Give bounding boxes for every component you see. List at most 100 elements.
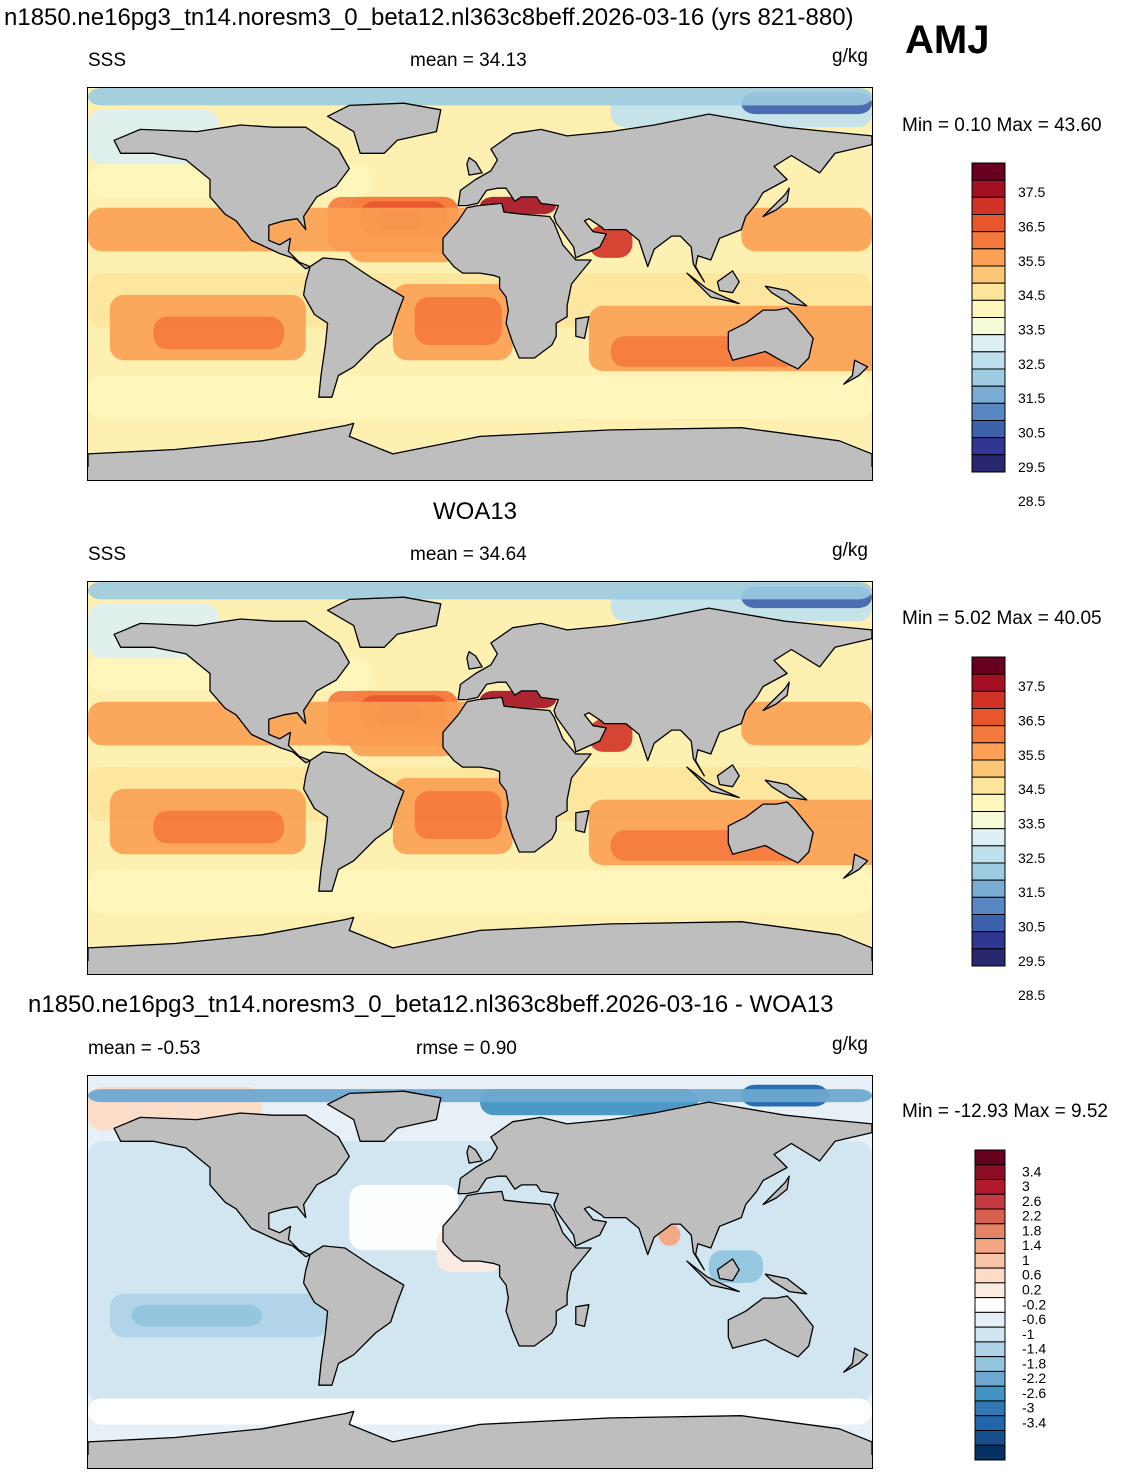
colorbar-tick-label: 33.5 — [1018, 322, 1045, 338]
panel1-variable: SSS — [88, 50, 127, 71]
landmass-north-america — [113, 124, 350, 270]
landmask-south — [88, 1454, 872, 1468]
colorbar-swatch — [971, 793, 1006, 812]
colorbar-swatch — [971, 420, 1006, 439]
colorbar-swatch — [971, 454, 1006, 473]
season-label: AMJ — [905, 18, 990, 62]
landmass-new-guinea — [764, 779, 808, 801]
colorbar-swatch — [971, 282, 1006, 301]
colorbar-swatch — [971, 879, 1006, 898]
colorbar-swatch — [971, 776, 1006, 795]
salinity-region — [88, 582, 872, 600]
colorbar-tick-label: 29.5 — [1018, 953, 1045, 969]
landmass-north-america — [113, 618, 350, 764]
landmass-south-america — [302, 1245, 405, 1386]
colorbar-swatch — [974, 1179, 1006, 1195]
landmass-indonesia — [686, 272, 740, 305]
colorbar-tick-label: 35.5 — [1018, 253, 1045, 269]
salinity-region — [88, 701, 480, 746]
colorbar-tick-label: 1.4 — [1022, 1237, 1042, 1253]
colorbar-swatch — [971, 196, 1006, 215]
colorbar-swatch — [971, 759, 1006, 778]
colorbar-tick-label: 32.5 — [1018, 850, 1045, 866]
landmass-borneo — [716, 270, 740, 294]
colorbar-tick-label: 35.5 — [1018, 747, 1045, 763]
salinity-region — [414, 297, 502, 345]
colorbar-swatch — [971, 214, 1006, 233]
colorbar-tick-label: 37.5 — [1018, 678, 1045, 694]
salinity-anomaly-region — [88, 1089, 872, 1103]
colorbar-swatch — [974, 1400, 1006, 1417]
colorbar-tick-label: 36.5 — [1018, 219, 1045, 235]
colorbar-swatch — [974, 1370, 1006, 1387]
colorbar-swatch — [971, 742, 1006, 761]
landmask-south — [88, 960, 872, 974]
landmass-eurasia — [457, 1101, 872, 1271]
colorbar-tick-label: 33.5 — [1018, 816, 1045, 832]
colorbar-swatch — [971, 896, 1006, 915]
panel2-minmax: Min = 5.02 Max = 40.05 — [902, 608, 1102, 629]
panel2-map — [87, 581, 873, 975]
colorbar-tick-label: -2.2 — [1022, 1370, 1046, 1386]
landmass-australia — [727, 801, 814, 864]
landmass-africa — [442, 1190, 592, 1347]
colorbar-swatch — [971, 931, 1006, 950]
colorbar-tick-label: 3.4 — [1022, 1163, 1042, 1179]
colorbar-tick-label: 1 — [1022, 1252, 1030, 1268]
panel3-header: n1850.ne16pg3_tn14.noresm3_0_beta12.nl36… — [28, 991, 834, 1018]
colorbar-tick-label: 1.8 — [1022, 1222, 1042, 1238]
colorbar-swatch — [971, 179, 1006, 198]
colorbar-swatch — [971, 248, 1006, 267]
map-canvas — [88, 1084, 872, 1468]
colorbar-svg: 3.432.62.21.81.410.60.2-0.2-0.6-1-1.4-1.… — [974, 1149, 1046, 1461]
colorbar-tick-label: -3.4 — [1022, 1414, 1046, 1430]
panel3-units: g/kg — [832, 1034, 868, 1055]
colorbar-tick-label: 30.5 — [1018, 425, 1045, 441]
landmass-north-america — [113, 1112, 350, 1258]
landmass-south-america — [302, 751, 405, 892]
colorbar-swatch — [971, 725, 1006, 744]
landmass-antarctica — [88, 1410, 872, 1468]
colorbar-swatch — [971, 828, 1006, 847]
colorbar-swatch — [974, 1238, 1006, 1254]
colorbar-swatch — [974, 1297, 1006, 1313]
landmass-africa — [442, 696, 592, 853]
colorbar-swatch — [974, 1341, 1006, 1358]
colorbar-swatch — [971, 708, 1006, 727]
landmass-borneo — [716, 1258, 740, 1282]
salinity-region — [88, 88, 872, 106]
panel2-header: WOA13 — [433, 498, 518, 525]
landmass-south-america — [302, 257, 405, 398]
landmass-japan — [762, 1175, 790, 1206]
landmass-new-guinea — [764, 285, 808, 307]
colorbar-tick-label: 36.5 — [1018, 713, 1045, 729]
colorbar-swatch — [971, 948, 1006, 967]
colorbar-swatch — [974, 1385, 1006, 1402]
landmass-australia — [727, 1295, 814, 1358]
salinity-anomaly-region — [349, 1184, 459, 1251]
colorbar-svg: 37.5 36.5 35.5 34.5 33.5 32.5 31.5 30.5 29.5 28.5 — [971, 656, 1045, 1003]
salinity-region — [414, 791, 502, 839]
colorbar-tick-label: 28.5 — [1018, 493, 1045, 509]
salinity-region — [88, 207, 480, 252]
panel3-map — [87, 1075, 873, 1469]
colorbar-tick-label: 28.5 — [1018, 987, 1045, 1003]
colorbar-swatch — [971, 673, 1006, 692]
colorbar-swatch — [971, 437, 1006, 456]
panel1-map — [87, 87, 873, 481]
colorbar-swatch — [971, 265, 1006, 284]
salinity-region — [153, 810, 284, 844]
landmass-new-zealand — [843, 359, 869, 385]
panel2-variable: SSS — [88, 544, 127, 565]
figure-title: n1850.ne16pg3_tn14.noresm3_0_beta12.nl36… — [4, 4, 854, 31]
panel3-minmax: Min = -12.93 Max = 9.52 — [902, 1101, 1108, 1122]
landmass-britain — [466, 1145, 483, 1164]
colorbar-swatch — [971, 231, 1006, 250]
map-canvas — [88, 582, 872, 974]
landmass-antarctica — [88, 422, 872, 480]
colorbar-swatch — [971, 811, 1006, 830]
landmass-new-zealand — [843, 1347, 869, 1373]
colorbar-svg: 37.5 36.5 35.5 34.5 33.5 32.5 31.5 30.5 29.5 28.5 — [971, 162, 1045, 509]
landmass-indonesia — [686, 766, 740, 799]
colorbar-swatch — [974, 1415, 1006, 1431]
